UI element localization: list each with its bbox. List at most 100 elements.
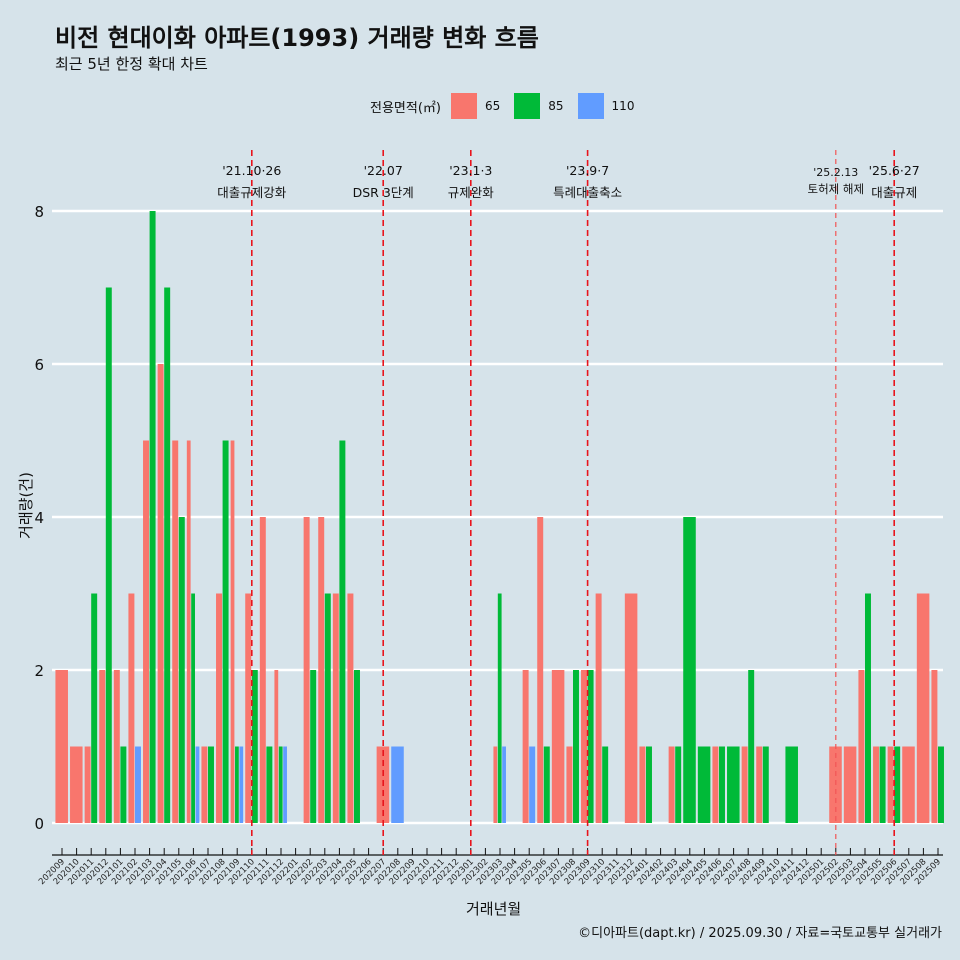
bar-85-202108 — [222, 440, 229, 823]
bar-65-202104 — [157, 364, 164, 823]
bar-110-202112 — [283, 746, 287, 823]
bar-85-202401 — [646, 746, 652, 823]
legend: 전용면적(㎡) 65 85 110 — [370, 93, 648, 119]
legend-swatch-85 — [514, 93, 541, 119]
bar-65-202504 — [858, 670, 865, 823]
legend-swatch-65 — [450, 93, 477, 119]
bar-85-202101 — [120, 746, 127, 823]
bar-65-202203 — [318, 517, 325, 823]
bar-65-202403 — [668, 746, 675, 823]
bar-110-202303 — [502, 746, 506, 823]
y-tick-label: 8 — [34, 203, 44, 221]
bar-85-202303 — [497, 593, 502, 823]
bar-110-202305 — [529, 746, 536, 823]
bar-65-202108 — [216, 593, 222, 823]
bar-65-202111 — [259, 517, 266, 823]
bar-65-202307 — [551, 670, 565, 823]
bar-65-202202 — [303, 517, 310, 823]
bar-65-202107 — [201, 746, 208, 823]
bar-85-202403 — [675, 746, 682, 823]
bar-65-202310 — [595, 593, 602, 823]
bar-85-202407 — [727, 746, 740, 823]
bar-85-202404 — [683, 517, 696, 823]
bar-85-202112 — [278, 746, 283, 823]
caption: ©디아파트(dapt.kr) / 2025.09.30 / 자료=국토교통부 실… — [578, 926, 942, 941]
bar-85-202205 — [354, 670, 360, 823]
bar-85-202310 — [602, 746, 609, 823]
event-label: 대출규제강화 — [217, 185, 287, 200]
bar-65-202503 — [843, 746, 857, 823]
bar-65-202103 — [143, 440, 149, 823]
y-tick-label: 2 — [34, 662, 44, 680]
event-label: 특례대출축소 — [553, 185, 622, 200]
bar-85-202104 — [164, 287, 171, 823]
bar-110-202102 — [135, 746, 141, 823]
bar-65-202105 — [172, 440, 179, 823]
event-date: '23.9·7 — [566, 163, 609, 178]
legend-title: 전용면적(㎡) — [370, 100, 441, 116]
bar-85-202203 — [324, 593, 331, 823]
bar-65-202010 — [70, 746, 83, 823]
bar-85-202309 — [587, 670, 594, 823]
bar-65-202011 — [84, 746, 91, 823]
bar-85-202408 — [748, 670, 755, 823]
event-label: 대출규제 — [871, 185, 917, 200]
bar-65-202101 — [113, 670, 120, 823]
bar-85-202202 — [310, 670, 317, 823]
bar-65-202507 — [902, 746, 915, 823]
bar-65-202112 — [274, 670, 279, 823]
bar-65-202509 — [931, 670, 938, 823]
bar-65-202401 — [639, 746, 646, 823]
bar-65-202205 — [347, 593, 354, 823]
bar-65-202312 — [624, 593, 638, 823]
legend-label-85: 85 — [548, 99, 564, 113]
event-label: DSR 3단계 — [353, 185, 414, 200]
bar-85-202110 — [251, 670, 258, 823]
bar-85-202308 — [573, 670, 579, 823]
bar-65-202308 — [566, 746, 573, 823]
bar-65-202505 — [873, 746, 879, 823]
legend-label-110: 110 — [611, 99, 635, 113]
bar-85-202107 — [208, 746, 214, 823]
event-date: '21.10·26 — [222, 163, 281, 178]
bar-85-202105 — [178, 517, 185, 823]
event-label: 토허제 해제 — [808, 182, 865, 196]
event-date: '22.07 — [364, 163, 403, 178]
bar-85-202012 — [105, 287, 112, 823]
bar-65-202106 — [186, 440, 191, 823]
y-tick-label: 6 — [34, 356, 44, 374]
bar-65-202110 — [245, 593, 252, 823]
legend-swatch-110 — [577, 93, 604, 119]
bar-85-202504 — [865, 593, 871, 823]
event-date: '25.6·27 — [869, 163, 920, 178]
bar-85-202406 — [719, 746, 725, 823]
bar-65-202506 — [887, 746, 894, 823]
chart-title: 비전 현대이화 아파트(1993) 거래량 변화 흐름 — [55, 24, 539, 52]
bar-110-202106 — [195, 746, 200, 823]
bar-65-202508 — [916, 593, 930, 823]
bar-85-202409 — [762, 746, 769, 823]
bar-65-202305 — [522, 670, 529, 823]
bar-65-202309 — [581, 670, 587, 823]
bar-65-202102 — [128, 593, 135, 823]
bar-110-202109 — [239, 746, 244, 823]
bar-65-202204 — [332, 593, 339, 823]
bar-85-202505 — [879, 746, 886, 823]
bar-65-202306 — [537, 517, 544, 823]
bar-85-202405 — [697, 746, 711, 823]
legend-label-65: 65 — [484, 99, 501, 113]
event-date: '25.2.13 — [813, 166, 858, 179]
event-date: '23.1·3 — [449, 163, 492, 178]
bar-85-202109 — [235, 746, 239, 823]
y-tick-label: 0 — [34, 815, 44, 833]
bar-65-202009 — [55, 670, 68, 823]
bar-85-202506 — [894, 746, 901, 823]
bar-65-202109 — [230, 440, 235, 823]
y-tick-label: 4 — [34, 509, 44, 527]
bar-85-202509 — [938, 746, 944, 823]
event-label: 규제완화 — [448, 185, 495, 200]
bar-85-202011 — [91, 593, 98, 823]
bar-65-202012 — [99, 670, 106, 823]
y-axis-label: 거래량(건) — [16, 472, 35, 539]
